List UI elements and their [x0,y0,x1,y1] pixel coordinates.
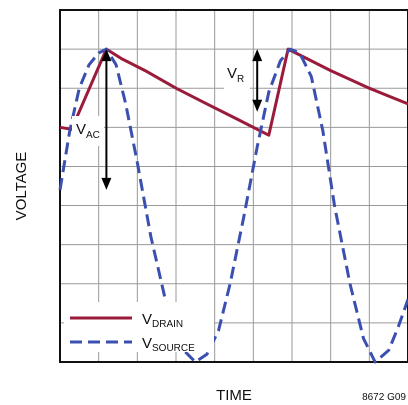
legend: VDRAIN VSOURCE [64,302,214,354]
y-axis-label: VOLTAGE [13,152,30,221]
figure-code: 8672 G09 [362,392,406,403]
vr-arrow-head-bottom [252,99,263,112]
legend-bg [64,302,214,352]
series-line-source [58,47,408,364]
vac-arrow-head-top [101,49,112,62]
series-layer [58,47,408,364]
legend-label-drain: VDRAIN [142,311,183,330]
vr-annotation: VR [224,49,263,112]
x-axis-label: TIME [216,387,252,404]
vac-arrow-head-bottom [101,177,112,190]
legend-label-source: VSOURCE [142,335,195,354]
vac-label-bg [72,116,104,146]
vr-label: VR [227,65,244,85]
vac-annotation: VAC [72,49,112,190]
vac-label: VAC [76,121,100,141]
vr-arrow-head-top [252,49,263,62]
vr-label-bg [224,62,250,90]
